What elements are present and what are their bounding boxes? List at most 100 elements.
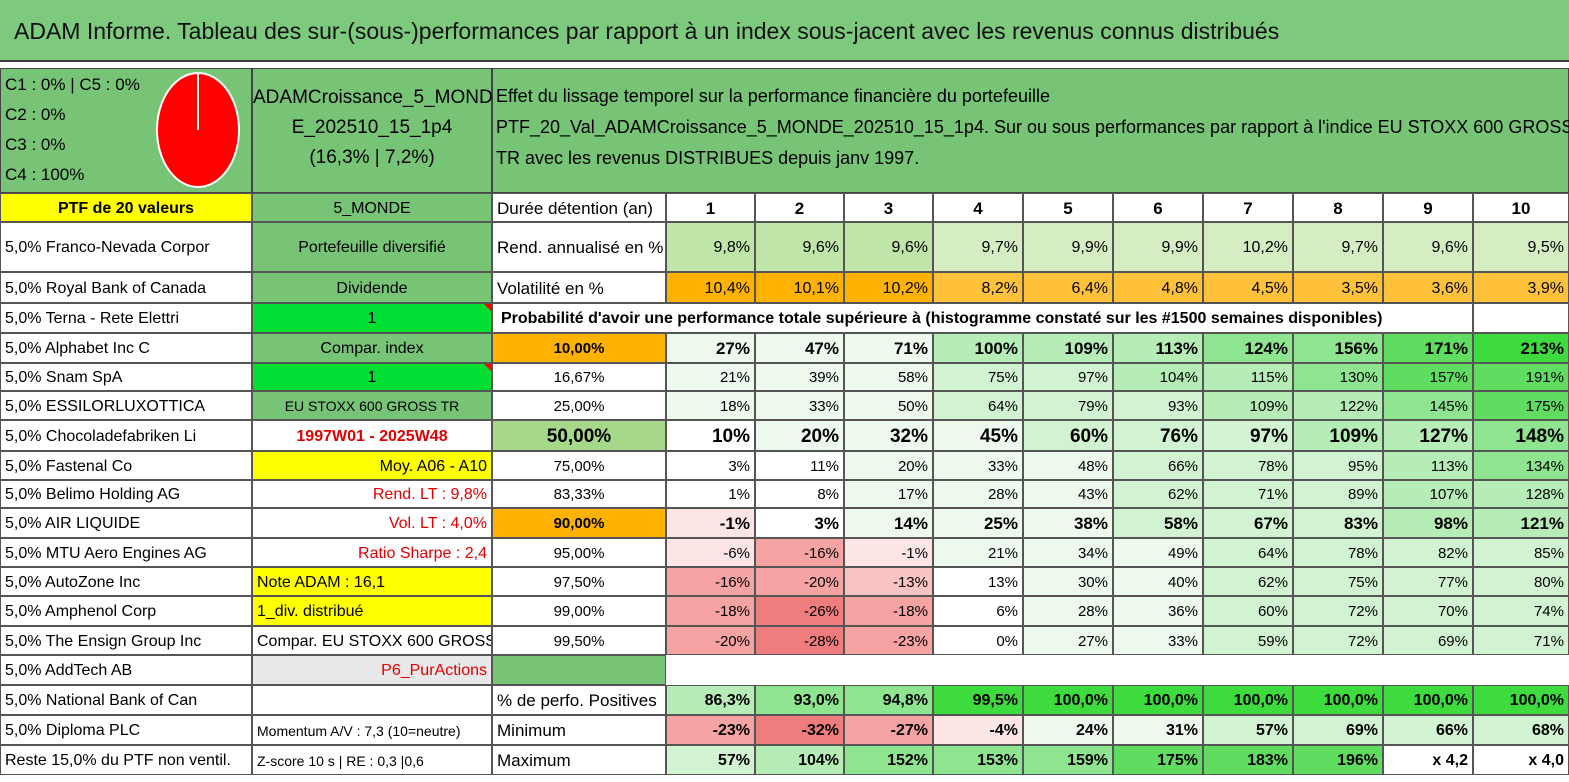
probability-value: 27% [666,333,755,363]
probability-value: 72% [1293,626,1383,655]
probability-value: 6% [933,596,1023,626]
probability-value: 49% [1113,538,1203,567]
probability-value: 38% [1023,508,1113,538]
class-line: C1 : 0% | C5 : 0% [5,75,140,94]
holding-row: 5,0% National Bank of Can [0,685,252,715]
minimum-value: -27% [844,715,933,745]
probability-value: 3% [666,451,755,480]
average-window: Moy. A06 - A10 [252,451,492,480]
probability-threshold: 90,00% [492,508,666,538]
comment-marker-icon [484,304,491,311]
annual-return-value: 9,9% [1113,222,1203,272]
probability-value: 171% [1383,333,1473,363]
portfolio-summary: ADAMCroissance_5_MOND E_202510_15_1p4 (1… [252,68,493,193]
allocation-pie-chart [156,72,240,188]
probability-value: 76% [1113,420,1203,451]
maximum-value: 159% [1023,745,1113,775]
probability-value: 28% [1023,596,1113,626]
probability-value: 34% [1023,538,1113,567]
annual-return-value: 9,6% [1383,222,1473,272]
holding-row: 5,0% AddTech AB [0,655,252,685]
class-line: C2 : 0% [5,105,66,124]
probability-value: 50% [844,391,933,420]
positive-share-value: 99,5% [933,685,1023,715]
probability-threshold: 99,00% [492,596,666,626]
probability-value: -1% [666,508,755,538]
probability-value: 89% [1293,480,1383,508]
maximum-value: 183% [1203,745,1293,775]
probability-value: 75% [933,363,1023,391]
holding-row: 5,0% The Ensign Group Inc [0,626,252,655]
probability-value: -16% [666,567,755,596]
holding-row: 5,0% Snam SpA [0,363,252,391]
probability-value: 11% [755,451,844,480]
probability-value: 85% [1473,538,1569,567]
volatility-value: 8,2% [933,272,1023,303]
probability-value: 64% [933,391,1023,420]
holding-row: 5,0% Franco-Nevada Corpor [0,222,252,272]
positive-share-value: 93,0% [755,685,844,715]
probability-value: -16% [755,538,844,567]
probability-value: 78% [1203,451,1293,480]
report-title: ADAM Informe. Tableau des sur-(sous-)per… [0,0,1569,62]
probability-value: 109% [1023,333,1113,363]
annual-return-value: 9,7% [933,222,1023,272]
probability-threshold: 10,00% [492,333,666,363]
probability-value: 32% [844,420,933,451]
probability-value: 70% [1383,596,1473,626]
annual-return-label: Rend. annualisé en % [492,222,666,272]
probability-value: 67% [1203,508,1293,538]
probability-header: Probabilité d'avoir une performance tota… [492,303,1473,333]
holding-row: 5,0% Diploma PLC [0,715,252,745]
duration-year: 8 [1293,193,1383,222]
probability-value: 128% [1473,480,1569,508]
probability-value: 33% [1113,626,1203,655]
positive-share-value: 100,0% [1293,685,1383,715]
probability-value: 175% [1473,391,1569,420]
volatility-label: Volatilité en % [492,272,666,303]
minimum-value: 66% [1383,715,1473,745]
probability-value: 113% [1383,451,1473,480]
probability-value: 100% [933,333,1023,363]
description-line: TR avec les revenus DISTRIBUES depuis ja… [496,148,920,168]
maximum-value: 196% [1293,745,1383,775]
probability-value: 14% [844,508,933,538]
positive-share-value: 100,0% [1473,685,1569,715]
holding-row: 5,0% Terna - Rete Elettri [0,303,252,333]
probability-value: 107% [1383,480,1473,508]
maximum-value: x 4,2 [1383,745,1473,775]
probability-value: 13% [933,567,1023,596]
portfolio-size-label: PTF de 20 valeurs [0,193,252,222]
holding-row: 5,0% Amphenol Corp [0,596,252,626]
probability-value: -18% [666,596,755,626]
positive-share-value: 100,0% [1203,685,1293,715]
z-score: Momentum A/V : 7,3 (10=neutre) [252,715,492,745]
probability-value: 20% [844,451,933,480]
probability-value: 62% [1113,480,1203,508]
minimum-value: 69% [1293,715,1383,745]
long-term-return: Rend. LT : 9,8% [252,480,492,508]
positive-share-value: 94,8% [844,685,933,715]
benchmark-name: EU STOXX 600 GROSS TR [252,391,492,420]
probability-value: 134% [1473,451,1569,480]
probability-value: 20% [755,420,844,451]
probability-value: 66% [1113,451,1203,480]
probability-value: 148% [1473,420,1569,451]
minimum-value: -4% [933,715,1023,745]
description-line: PTF_20_Val_ADAMCroissance_5_MONDE_202510… [496,117,1569,137]
annual-return-value: 9,7% [1293,222,1383,272]
volatility-value: 4,5% [1203,272,1293,303]
holding-row: 5,0% MTU Aero Engines AG [0,538,252,567]
probability-value: 83% [1293,508,1383,538]
probability-value: 33% [755,391,844,420]
probability-value: -13% [844,567,933,596]
portfolio-name-line2: E_202510_15_1p4 [291,117,453,138]
probability-value: 21% [933,538,1023,567]
annual-return-value: 10,2% [1203,222,1293,272]
probability-value: 122% [1293,391,1383,420]
probability-value: 0% [933,626,1023,655]
maximum-value: 152% [844,745,933,775]
minimum-value: 57% [1203,715,1293,745]
duration-year: 5 [1023,193,1113,222]
volatility-value: 3,5% [1293,272,1383,303]
